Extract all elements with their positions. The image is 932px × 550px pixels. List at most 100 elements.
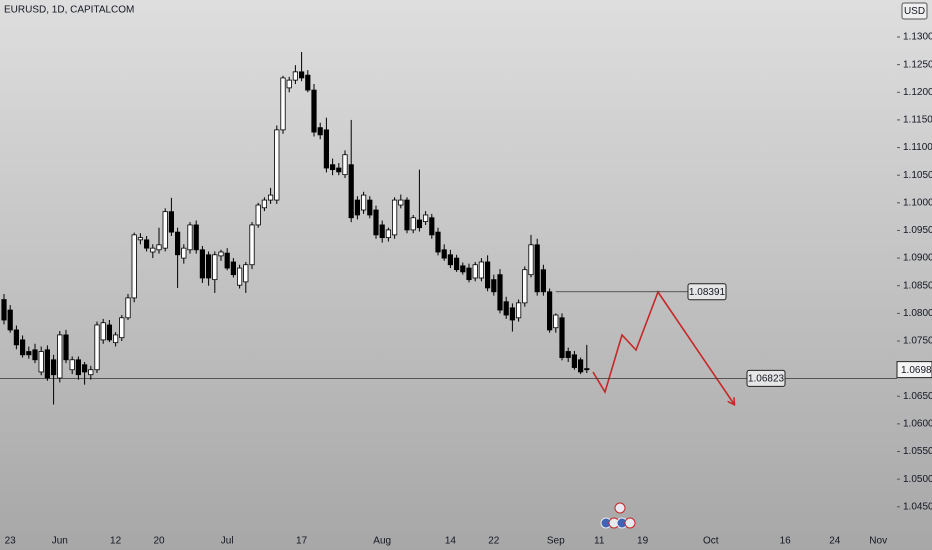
candle-body xyxy=(119,317,125,339)
candle-body xyxy=(286,79,292,89)
candle-body xyxy=(547,291,553,331)
candle-body xyxy=(329,164,336,171)
candle-body xyxy=(466,267,472,281)
candle-body xyxy=(385,229,392,239)
candle-body xyxy=(516,302,522,319)
y-tick-label: 1.10500 xyxy=(903,170,932,181)
candle-body xyxy=(373,209,379,236)
candle-body xyxy=(565,351,571,358)
y-tick-label: 1.11500 xyxy=(903,115,932,126)
x-tick-label: 16 xyxy=(780,536,792,547)
y-tick-label: 1.09500 xyxy=(903,225,932,236)
candle-body xyxy=(478,261,485,279)
candle-body xyxy=(131,234,137,299)
candle-body xyxy=(441,249,447,259)
candle-body xyxy=(143,239,150,249)
x-tick-label: Oct xyxy=(703,536,719,547)
candle-body xyxy=(391,199,398,236)
candle-body xyxy=(150,247,156,253)
x-tick-label: Jun xyxy=(52,536,68,547)
candle-body xyxy=(497,274,503,311)
candle-body xyxy=(354,199,361,216)
level-label: 1.08391 xyxy=(689,287,726,298)
candle-body xyxy=(491,279,497,293)
candle-body xyxy=(484,261,491,289)
y-tick-label: 1.08500 xyxy=(903,280,932,291)
candle-body xyxy=(187,224,193,251)
candle-body xyxy=(305,74,311,91)
candle-body xyxy=(26,351,32,356)
x-tick-label: Sep xyxy=(547,536,565,547)
candle-body xyxy=(106,324,112,341)
x-tick-label: Aug xyxy=(373,536,391,547)
candle-body xyxy=(342,154,348,176)
candle-body xyxy=(125,297,131,319)
candle-body xyxy=(416,219,423,229)
x-tick-label: 24 xyxy=(829,536,841,547)
candle-body xyxy=(360,194,367,211)
candle-body xyxy=(44,349,51,379)
candle-body xyxy=(174,231,181,256)
x-tick-label: 12 xyxy=(110,536,122,547)
candle-body xyxy=(212,254,218,281)
candle-body xyxy=(243,264,249,283)
y-tick-label: 1.12500 xyxy=(903,59,932,70)
event-icon[interactable] xyxy=(614,502,626,514)
candle-body xyxy=(57,334,63,379)
candle-body xyxy=(224,252,230,269)
candle-body xyxy=(559,317,565,358)
y-tick-label: 1.07500 xyxy=(903,336,932,347)
candle-body xyxy=(280,77,286,131)
y-tick-label: 1.12000 xyxy=(903,87,932,98)
candle-body xyxy=(571,354,578,368)
x-tick-label: 17 xyxy=(296,536,308,547)
candle-body xyxy=(13,329,19,346)
candle-body xyxy=(534,244,540,293)
candle-body xyxy=(453,257,460,271)
x-tick-label: 20 xyxy=(153,536,165,547)
y-tick-label: 1.04500 xyxy=(903,501,932,512)
candle-body xyxy=(113,334,119,344)
event-icon[interactable] xyxy=(624,517,636,529)
candle-body xyxy=(404,199,410,231)
candle-body xyxy=(460,265,466,273)
candle-body xyxy=(410,217,416,231)
candle-body xyxy=(205,254,212,279)
projection-path xyxy=(592,290,734,404)
candle-body xyxy=(435,231,441,253)
candle-body xyxy=(522,269,528,304)
candle-body xyxy=(168,211,174,233)
y-tick-label: 1.05500 xyxy=(903,446,932,457)
y-tick-label: 1.06000 xyxy=(903,419,932,430)
x-tick-label: 19 xyxy=(637,536,649,547)
candle-body xyxy=(584,368,590,371)
level-label-box xyxy=(687,283,727,301)
candle-body xyxy=(94,324,100,371)
currency-button[interactable] xyxy=(901,2,928,20)
candle-body xyxy=(32,349,38,361)
candle-body xyxy=(429,217,435,236)
y-tick-label: 1.09000 xyxy=(903,253,932,264)
chart-title: EURUSD, 1D, CAPITALCOM xyxy=(4,5,134,16)
x-tick-label: 11 xyxy=(594,536,605,547)
currency-label[interactable]: USD xyxy=(904,6,925,17)
candle-body xyxy=(162,211,168,249)
candle-body xyxy=(336,167,342,173)
candle-body xyxy=(528,244,534,276)
candle-body xyxy=(236,267,243,286)
candle-body xyxy=(88,369,94,376)
y-tick-label: 1.08000 xyxy=(903,308,932,319)
candle-body xyxy=(509,307,516,321)
candle-body xyxy=(311,89,317,133)
candle-body xyxy=(348,164,354,219)
candle-body xyxy=(398,199,404,206)
candle-body xyxy=(69,359,75,371)
candle-body xyxy=(199,249,205,279)
candle-body xyxy=(63,334,69,361)
candle-body xyxy=(75,359,81,376)
x-tick-label: Jul xyxy=(221,536,234,547)
y-tick-label: 1.10000 xyxy=(903,197,932,208)
candle-body xyxy=(367,199,373,216)
candle-body xyxy=(82,364,88,373)
